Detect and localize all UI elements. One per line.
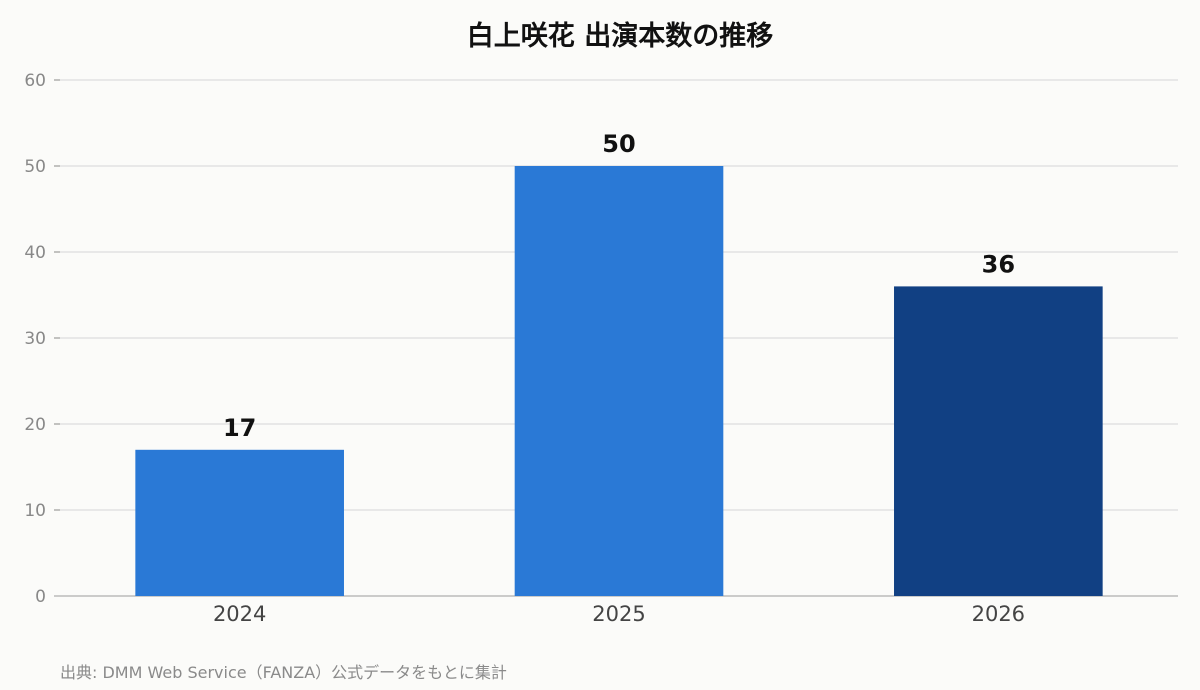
y-tick-label: 0 [35, 587, 46, 607]
y-tick-label: 60 [24, 71, 46, 91]
y-tick-label: 10 [24, 501, 46, 521]
y-tick-label: 20 [24, 415, 46, 435]
x-tick-label-2026: 2026 [972, 602, 1025, 626]
data-label-2025: 50 [602, 130, 635, 158]
data-label-2024: 17 [223, 414, 256, 442]
y-tick-label: 50 [24, 157, 46, 177]
x-tick-label-2025: 2025 [592, 602, 645, 626]
bars [135, 166, 1102, 596]
data-label-2026: 36 [982, 250, 1015, 278]
bar-2026 [894, 286, 1103, 596]
y-tick-label: 40 [24, 243, 46, 263]
x-tick-label-2024: 2024 [213, 602, 266, 626]
x-axis: 2024 2025 2026 [213, 602, 1025, 626]
y-tick-label: 30 [24, 329, 46, 349]
bar-2025 [515, 166, 724, 596]
bar-2024 [135, 450, 344, 596]
source-note: 出典: DMM Web Service（FANZA）公式データをもとに集計 [60, 659, 507, 683]
